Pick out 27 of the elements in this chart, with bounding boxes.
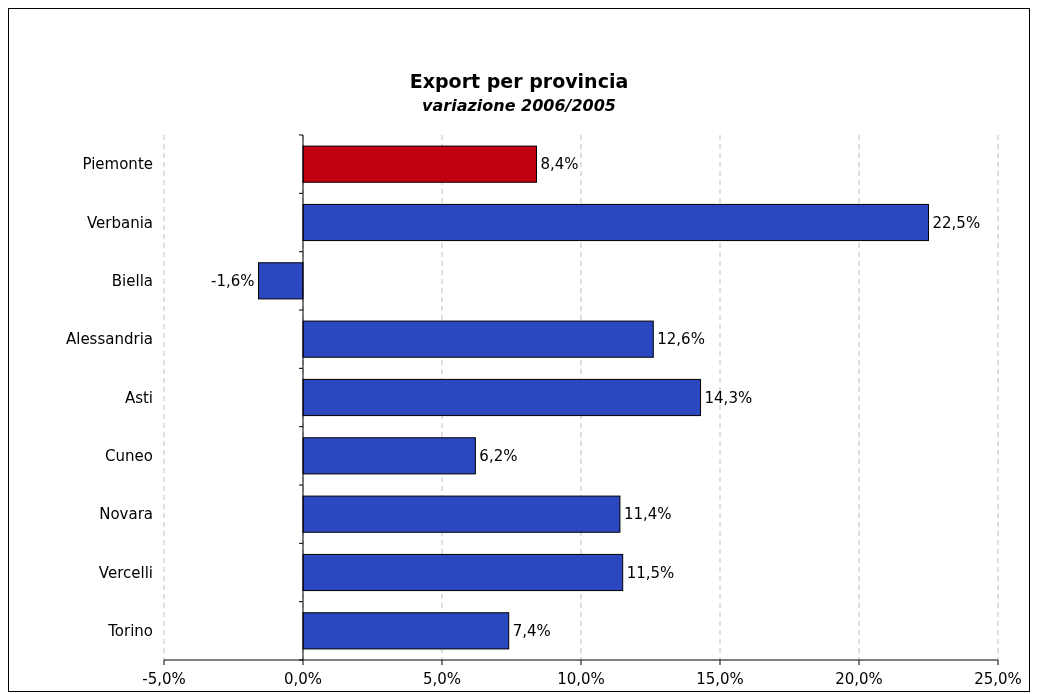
data-label: 12,6% xyxy=(657,330,705,349)
x-tick-label: 25,0% xyxy=(974,670,1022,688)
x-tick-label: -5,0% xyxy=(142,670,186,688)
x-tick-label: 20,0% xyxy=(835,670,883,688)
data-label: 8,4% xyxy=(540,155,579,174)
data-label: 11,5% xyxy=(626,563,675,582)
data-label: 11,4% xyxy=(623,505,672,524)
y-tick-label: Piemonte xyxy=(82,155,153,174)
data-label: 22,5% xyxy=(932,213,981,232)
data-label: 6,2% xyxy=(479,447,518,466)
y-tick-label: Alessandria xyxy=(65,330,153,349)
x-tick-label: 10,0% xyxy=(557,670,605,688)
x-tick-label: 15,0% xyxy=(696,670,744,688)
y-tick-label: Verbania xyxy=(86,213,153,232)
chart-subtitle: variazione 2006/2005 xyxy=(422,96,616,115)
data-label: 7,4% xyxy=(512,622,551,641)
data-label: 14,3% xyxy=(704,388,753,407)
x-tick-label: 5,0% xyxy=(422,670,462,688)
data-label: -1,6% xyxy=(210,272,255,291)
y-tick-label: Novara xyxy=(99,505,153,524)
y-tick-label: Asti xyxy=(124,388,153,407)
y-tick-label: Cuneo xyxy=(105,447,153,466)
y-tick-label: Vercelli xyxy=(98,563,153,582)
x-tick-label: 0,0% xyxy=(283,670,323,688)
y-tick-label: Biella xyxy=(111,272,153,291)
chart-title: Export per provincia xyxy=(409,70,629,92)
y-tick-label: Torino xyxy=(107,622,153,641)
